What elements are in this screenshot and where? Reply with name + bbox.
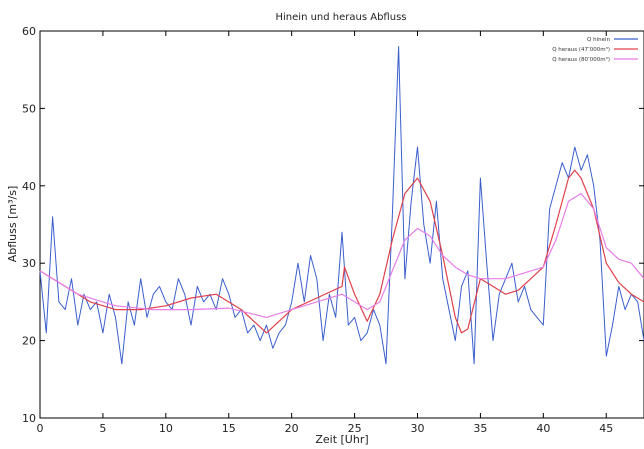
series-line-1	[39, 46, 644, 365]
series-line-2	[39, 169, 644, 334]
y-tick-label: 50	[22, 102, 36, 115]
y-tick-label: 20	[22, 335, 36, 348]
x-tick-label: 30	[411, 422, 425, 435]
x-tick-label: 15	[222, 422, 236, 435]
x-tick-label: 40	[536, 422, 550, 435]
legend-label-3: Q heraus (80’000m³)	[552, 56, 610, 63]
series-layer	[39, 46, 644, 365]
x-tick-label: 10	[159, 422, 173, 435]
x-tick-label: 5	[99, 422, 106, 435]
legend-label-2: Q heraus (47’000m³)	[552, 46, 610, 53]
x-tick-label: 20	[285, 422, 299, 435]
series-line-3	[39, 192, 644, 318]
chart-title: Hinein und heraus Abfluss	[276, 12, 407, 23]
x-tick-label: 45	[599, 422, 613, 435]
x-axis-title: Zeit [Uhr]	[315, 433, 368, 446]
y-axis-title: Abfluss [m³/s]	[6, 186, 19, 263]
y-tick-label: 40	[22, 180, 36, 193]
x-tick-label: 35	[473, 422, 487, 435]
y-tick-label: 10	[22, 412, 36, 425]
x-tick-label: 25	[348, 422, 362, 435]
axis-ticks: 0 5 10 15 20 25 30 35 40 45 10 20 30 40 50 60	[22, 25, 644, 435]
legend: Q hinein Q heraus (47’000m³) Q heraus (80’…	[552, 37, 638, 63]
x-tick-label: 0	[37, 422, 44, 435]
plot-area	[39, 30, 644, 419]
y-tick-label: 30	[22, 257, 36, 270]
plot-frame	[39, 30, 644, 419]
y-tick-label: 60	[22, 25, 36, 38]
legend-label-1: Q hinein	[587, 37, 610, 43]
